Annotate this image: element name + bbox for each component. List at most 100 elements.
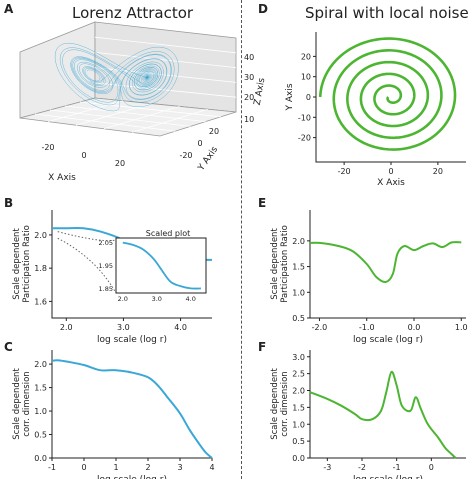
d-ytick-label: 0	[306, 93, 311, 102]
d-ytick-label: -20	[298, 134, 311, 143]
d-xtick-label: 20	[433, 167, 443, 176]
b-inset-xtick-label: 2.0	[118, 295, 128, 303]
a-grid-line	[47, 100, 124, 122]
f-ytick-label: 1.0	[292, 420, 305, 429]
panel-letter-a: A	[4, 2, 14, 16]
panel-divider	[241, 0, 242, 479]
f-series-line	[309, 370, 457, 459]
a-attractor-trajectory	[54, 42, 179, 112]
a-grid-line	[103, 106, 180, 130]
b-inset-frame	[115, 237, 207, 294]
a-grid-line	[49, 109, 191, 127]
b-inset-line	[122, 241, 201, 290]
a-ztick-label: 10	[244, 115, 254, 124]
b-inset-xtick-label: 4.0	[186, 295, 196, 303]
c-axes	[51, 350, 212, 459]
a-ztick-label: 20	[244, 93, 254, 102]
a-ztick-label: 30	[244, 73, 254, 82]
d-ytick-label: 10	[301, 73, 311, 82]
c-xtick-label: 2	[145, 463, 150, 472]
e-ylabel: Participation Ratio	[280, 225, 290, 303]
f-ylabel: Scale dependent	[270, 368, 280, 440]
panel-letter-f: F	[258, 340, 267, 354]
c-ytick-label: 1.5	[34, 384, 47, 393]
e-xtick-label: 1.0	[455, 323, 468, 332]
e-ytick-label: 1.0	[292, 288, 305, 297]
a-zlabel: Z Axis	[253, 77, 268, 106]
b-inset-ytick-label: 1.85	[99, 285, 113, 293]
a-ytick-label: 20	[209, 127, 219, 136]
f-ytick-label: 0.0	[292, 454, 305, 463]
a-grid-line	[64, 105, 206, 122]
c-series-line	[51, 359, 213, 459]
panel-letter-e: E	[258, 196, 267, 210]
e-xtick-label: -2.0	[312, 323, 328, 332]
f-xtick-label: -3	[323, 463, 331, 472]
e-ytick-label: 0.5	[292, 314, 305, 323]
f-xtick-label: 0	[429, 463, 434, 472]
c-xtick-label: -1	[48, 463, 56, 472]
panel-letter-d: D	[258, 2, 268, 16]
f-ytick-label: 2.0	[292, 387, 305, 396]
e-series-line	[309, 241, 462, 284]
e-ytick-label: 1.5	[292, 263, 305, 272]
a-xtick-label: -20	[41, 143, 54, 152]
f-ytick-label: 0.5	[292, 437, 305, 446]
f-xtick-label: -2	[358, 463, 366, 472]
a-xtick-label: 0	[81, 151, 86, 160]
panel-letter-c: C	[4, 340, 13, 354]
d-axes	[315, 32, 466, 163]
c-ytick-label: 0.0	[34, 454, 47, 463]
a-grid-line	[34, 113, 176, 132]
f-axes	[309, 350, 466, 459]
a-xlabel: X Axis	[48, 173, 76, 183]
f-xtick-label: -1	[393, 463, 401, 472]
a-grid-line	[131, 108, 208, 133]
f-ytick-label: 1.5	[292, 403, 305, 412]
b-inset-xtick-label: 3.0	[152, 295, 162, 303]
d-ylabel: Y Axis	[285, 83, 295, 111]
e-xtick-label: -1.0	[359, 323, 375, 332]
a-xtick-label: 20	[115, 159, 125, 168]
panel-letter-b: B	[4, 196, 14, 210]
a-ytick-label: -20	[179, 151, 192, 160]
f-ytick-label: 2.5	[292, 370, 305, 379]
spiral-title: Spiral with local noise	[305, 4, 469, 22]
c-xtick-label: 3	[177, 463, 182, 472]
d-xtick-label: -20	[338, 167, 351, 176]
f-ytick-label: 3.0	[292, 353, 305, 362]
b-inset-ytick-label: 2.05	[99, 239, 113, 247]
lorenz-title: Lorenz Attractor	[72, 4, 194, 22]
a-ztick-label: 40	[244, 53, 254, 62]
b-ytick-label: 1.8	[34, 264, 47, 273]
b-inset-title: Scaled plot	[146, 229, 190, 238]
c-xtick-label: 1	[113, 463, 118, 472]
c-xtick-label: 0	[81, 463, 86, 472]
d-xlabel: X Axis	[377, 178, 405, 188]
b-xlabel: log scale (log r)	[97, 335, 167, 345]
d-ytick-label: 20	[301, 52, 311, 61]
b-zoom-connector	[57, 231, 117, 242]
c-ytick-label: 1.0	[34, 407, 47, 416]
b-ytick-label: 2.0	[34, 231, 47, 240]
b-xtick-label: 2.0	[60, 323, 73, 332]
b-inset-ytick-label: 1.95	[99, 262, 113, 270]
b-ylabel: Scale dependent	[12, 228, 22, 300]
a-ytick-label: 0	[197, 139, 202, 148]
b-zoom-connector	[57, 237, 117, 294]
a-ylabel: Y Axis	[196, 145, 220, 174]
c-ytick-label: 2.0	[34, 360, 47, 369]
b-xtick-label: 4.0	[174, 323, 187, 332]
e-ylabel: Scale dependent	[270, 228, 280, 300]
e-xtick-label: 0.0	[408, 323, 421, 332]
c-ylabel: Scale dependent	[12, 368, 22, 440]
e-ytick-label: 2.0	[292, 237, 305, 246]
c-ytick-label: 0.5	[34, 431, 47, 440]
c-xtick-label: 4	[209, 463, 214, 472]
b-ylabel: Participation Ratio	[22, 225, 32, 303]
a-pane-floor	[19, 97, 237, 137]
b-ytick-label: 1.6	[34, 297, 47, 306]
e-axes	[309, 210, 466, 319]
b-xtick-label: 3.0	[117, 323, 130, 332]
a-3d-plot	[19, 21, 237, 137]
